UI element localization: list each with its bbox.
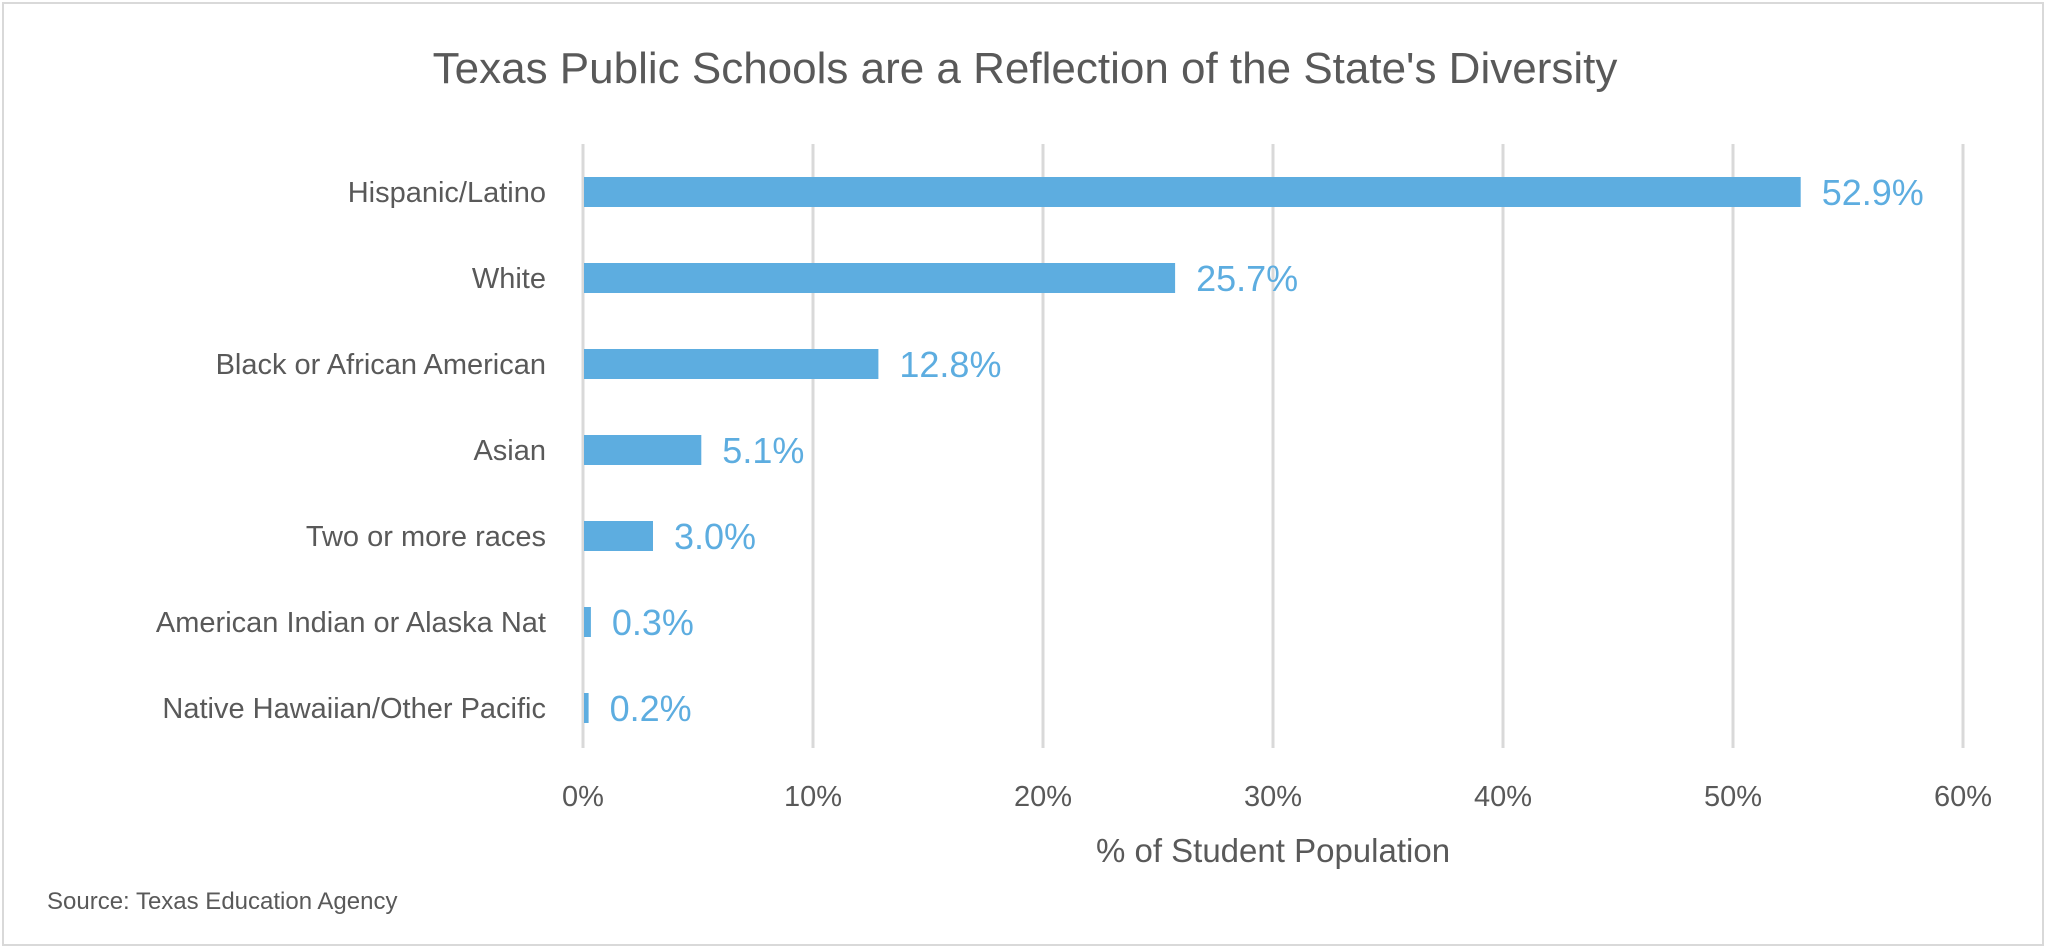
x-tick-label: 20% <box>1014 781 1072 813</box>
x-tick-label: 50% <box>1704 781 1762 813</box>
category-label: American Indian or Alaska Nat <box>156 607 546 639</box>
bar <box>584 435 702 465</box>
x-axis-title: % of Student Population <box>1095 832 1451 869</box>
bar <box>584 177 1801 207</box>
category-label: Two or more races <box>306 521 546 553</box>
source-note: Source: Texas Education Agency <box>47 888 398 915</box>
category-label: Asian <box>473 435 546 467</box>
data-label: 12.8% <box>899 344 1001 385</box>
x-tick-label: 0% <box>562 781 604 813</box>
x-tick-label: 10% <box>784 781 842 813</box>
category-label: Native Hawaiian/Other Pacific <box>162 693 546 725</box>
bar <box>584 607 591 637</box>
x-tick-label: 30% <box>1244 781 1302 813</box>
bar <box>584 349 879 379</box>
category-label: Hispanic/Latino <box>348 177 546 209</box>
x-tick-label: 40% <box>1474 781 1532 813</box>
bar <box>584 521 653 551</box>
data-label: 0.2% <box>610 688 692 729</box>
chart-title: Texas Public Schools are a Reflection of… <box>432 44 1618 93</box>
data-label: 3.0% <box>674 516 756 557</box>
bar <box>584 263 1176 293</box>
category-label: Black or African American <box>216 349 546 381</box>
x-tick-label: 60% <box>1934 781 1992 813</box>
data-label: 25.7% <box>1196 258 1298 299</box>
data-label: 0.3% <box>612 602 694 643</box>
data-label: 52.9% <box>1822 172 1924 213</box>
bar <box>584 693 589 723</box>
data-label: 5.1% <box>722 430 804 471</box>
category-label: White <box>472 263 546 295</box>
